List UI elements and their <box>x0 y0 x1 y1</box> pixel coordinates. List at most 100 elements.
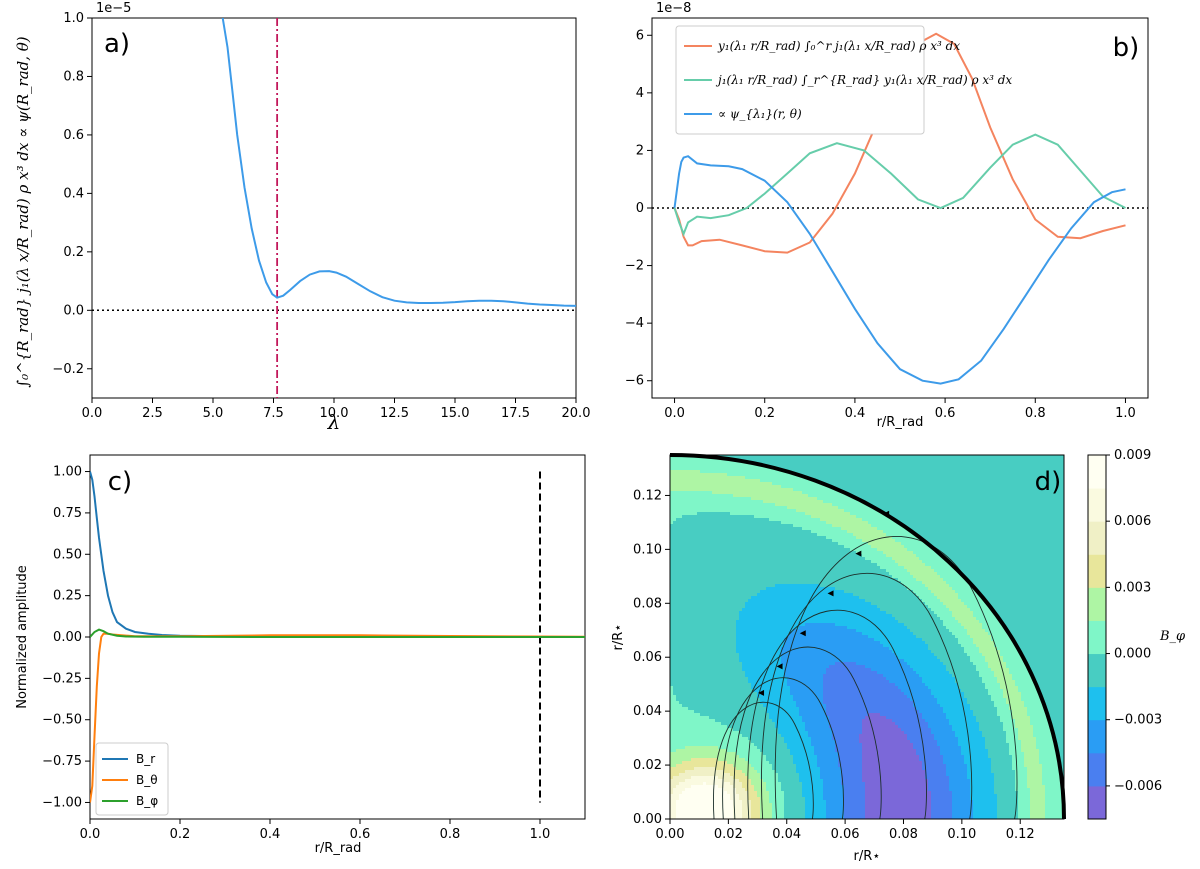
panel-d-cell <box>742 473 746 477</box>
panel-d-cell <box>688 641 692 645</box>
panel-d-cell <box>706 743 710 747</box>
panel-d-cell <box>760 563 764 567</box>
panel-d-cell <box>736 593 740 597</box>
panel-d-cell <box>772 620 776 624</box>
panel-d-cell <box>781 809 785 813</box>
panel-d-cell <box>688 515 692 519</box>
panel-d-cell <box>757 665 761 669</box>
panel-d-cell <box>745 530 749 534</box>
panel-d-cell <box>697 608 701 612</box>
panel-d-cell <box>748 488 752 492</box>
panel-d-cell <box>787 530 791 534</box>
panel-d-cell <box>718 479 722 483</box>
panel-d-cell <box>778 590 782 594</box>
panel-d: 0.00 0.02 0.04 0.06 0.08 0.10 0.120.000.020.04… <box>611 448 1186 864</box>
panel-d-cell <box>688 659 692 663</box>
panel-d-cell <box>745 716 749 720</box>
panel-d-cell <box>691 779 695 783</box>
panel-d-cell <box>697 617 701 621</box>
panel-d-cell <box>760 713 764 717</box>
panel-d-cell <box>754 713 758 717</box>
panel-d-cell <box>784 692 788 696</box>
panel-d-cell <box>688 578 692 582</box>
panel-d-cell <box>670 770 674 774</box>
panel-d-cell <box>706 650 710 654</box>
panel-d-cell <box>688 683 692 687</box>
panel-d-cell <box>757 623 761 627</box>
panel-d-cell <box>742 464 746 468</box>
panel-d-cell <box>787 491 791 495</box>
panel-d-cell <box>682 548 686 552</box>
panel-d-cell <box>733 500 737 504</box>
panel-d-cell <box>727 755 731 759</box>
panel-d-cell <box>742 782 746 786</box>
panel-d-cell <box>766 554 770 558</box>
panel-d-cell <box>748 797 752 801</box>
panel-d-cell <box>781 773 785 777</box>
panel-d-cell <box>775 680 779 684</box>
panel-d-cell <box>748 530 752 534</box>
panel-d-cell <box>751 539 755 543</box>
panel-d-cell <box>721 770 725 774</box>
panel-c-legend-label-1: B_r <box>136 752 155 766</box>
panel-d-cell <box>721 632 725 636</box>
panel-d-cell <box>709 782 713 786</box>
panel-d-cell <box>748 527 752 531</box>
panel-d-cell <box>682 482 686 486</box>
panel-d-cell <box>742 548 746 552</box>
panel-d-cell <box>697 551 701 555</box>
panel-d-cell <box>760 749 764 753</box>
panel-d-cell <box>736 734 740 738</box>
panel-d-cell <box>775 686 779 690</box>
panel-d-cell <box>745 803 749 807</box>
panel-d-cell <box>736 560 740 564</box>
panel-d-cell <box>757 491 761 495</box>
panel-d-cell <box>718 602 722 606</box>
panel-d-cell <box>694 521 698 525</box>
panel-d-cell <box>682 689 686 693</box>
panel-d-cell <box>709 533 713 537</box>
panel-d-cell <box>724 608 728 612</box>
panel-d-cell <box>742 776 746 780</box>
panel-d-cell <box>733 494 737 498</box>
panel-d-cell <box>745 545 749 549</box>
panel-d-cell <box>757 686 761 690</box>
panel-d-cell <box>682 638 686 642</box>
panel-d-cell <box>706 797 710 801</box>
panel-d-cell <box>676 752 680 756</box>
panel-d-cell <box>670 695 674 699</box>
panel-d-cell <box>769 659 773 663</box>
panel-d-cell <box>700 782 704 786</box>
panel-d-cell <box>709 485 713 489</box>
panel-d-cell <box>673 722 677 726</box>
panel-d-cell <box>706 581 710 585</box>
panel-d-cell <box>766 650 770 654</box>
panel-d-cell <box>685 458 689 462</box>
panel-d-cell <box>697 812 701 816</box>
panel-d-cell <box>691 494 695 498</box>
panel-d-cell <box>691 503 695 507</box>
panel-d-cell <box>715 716 719 720</box>
panel-d-cell <box>781 560 785 564</box>
panel-d-cell <box>694 503 698 507</box>
panel-d-cell <box>706 536 710 540</box>
panel-d-cell <box>709 512 713 516</box>
panel-d-cell <box>685 773 689 777</box>
panel-d-cell <box>679 689 683 693</box>
panel-d-cell <box>715 605 719 609</box>
panel-d-cell <box>691 602 695 606</box>
panel-d-cell <box>685 749 689 753</box>
panel-d-cell <box>682 620 686 624</box>
panel-d-cell <box>778 641 782 645</box>
panel-d-cell <box>706 584 710 588</box>
panel-d-cell <box>706 749 710 753</box>
panel-d-cell <box>751 647 755 651</box>
panel-d-cell <box>682 479 686 483</box>
panel-d-cell <box>766 602 770 606</box>
panel-d-cell <box>682 671 686 675</box>
panel-d-cell <box>781 575 785 579</box>
panel-d-cell <box>709 725 713 729</box>
panel-d-cell <box>751 485 755 489</box>
panel-d-cell <box>682 788 686 792</box>
panel-d-cell <box>721 584 725 588</box>
